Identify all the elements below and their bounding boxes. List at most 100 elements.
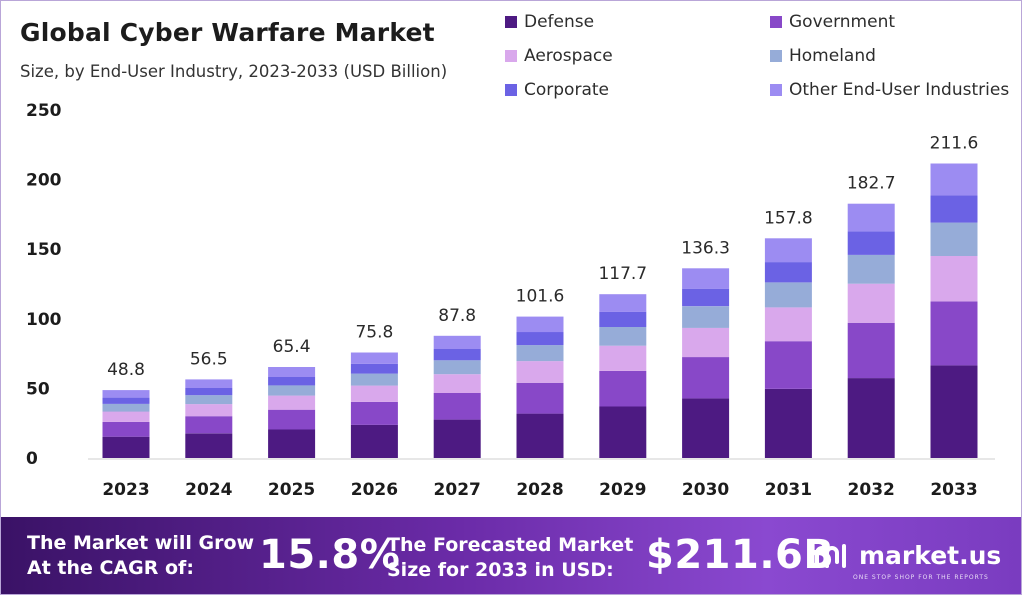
legend-label: Other End-User Industries: [789, 80, 1010, 100]
legend-swatch: [770, 50, 782, 62]
legend-item: Homeland: [770, 45, 876, 67]
x-tick-label: 2027: [434, 480, 481, 500]
x-tick-label: 2031: [765, 480, 812, 500]
bar-segment: [847, 231, 895, 255]
bar-segment: [930, 365, 978, 458]
brand-logo[interactable]: market.us: [813, 537, 1001, 573]
brand-tagline: ONE STOP SHOP FOR THE REPORTS: [853, 574, 989, 581]
forecast-size-label-line1: The Forecasted Market: [387, 534, 634, 556]
bar-segment: [102, 390, 150, 398]
x-tick-label: 2030: [682, 480, 729, 500]
bar-segment: [764, 262, 812, 283]
data-label: 182.7: [847, 174, 896, 194]
bar-segment: [930, 256, 978, 302]
bar-segment: [350, 424, 398, 458]
bar-segment: [516, 382, 564, 414]
bar-segment: [102, 397, 150, 404]
x-tick-label: 2024: [185, 480, 232, 500]
chart-title: Global Cyber Warfare Market: [20, 18, 435, 47]
bar-segment: [682, 327, 730, 357]
bar-segment: [599, 327, 647, 346]
bar-segment: [847, 322, 895, 379]
x-tick-label: 2032: [848, 480, 895, 500]
bar-segment: [764, 238, 812, 263]
data-label: 117.7: [598, 264, 647, 284]
bar-segment: [185, 379, 233, 388]
bar-segment: [102, 411, 150, 422]
bar-segment: [185, 404, 233, 417]
data-label: 87.8: [438, 306, 476, 326]
bar-segment: [433, 374, 481, 393]
data-label: 157.8: [764, 208, 813, 228]
data-label: 101.6: [516, 287, 565, 307]
bar-segment: [433, 360, 481, 375]
cagr-label-line2: At the CAGR of:: [27, 557, 194, 579]
bar-segment: [847, 283, 895, 323]
bar-segment: [433, 349, 481, 361]
bar-segment: [682, 268, 730, 289]
cagr-label: The Market will Grow At the CAGR of:: [27, 531, 254, 581]
forecast-size-value: $211.6B: [646, 532, 835, 578]
x-tick-label: 2026: [351, 480, 398, 500]
bar-segment: [516, 316, 564, 333]
bar-segment: [185, 388, 233, 396]
bar-segment: [764, 282, 812, 308]
bar-segment: [599, 345, 647, 371]
bar-segment: [599, 311, 647, 327]
y-tick-label: 200: [26, 171, 62, 191]
x-tick-label: 2028: [516, 480, 563, 500]
data-label: 136.3: [681, 238, 730, 258]
bar-segment: [516, 332, 564, 346]
bar-segment: [516, 345, 564, 362]
bar-segment: [516, 361, 564, 383]
bar-segment: [682, 288, 730, 307]
data-label: 56.5: [190, 349, 228, 369]
bar-segment: [847, 203, 895, 232]
bar-segment: [764, 341, 812, 389]
legend-swatch: [505, 50, 517, 62]
legend-label: Aerospace: [524, 46, 613, 66]
bar-segment: [599, 294, 647, 312]
bar-segment: [764, 307, 812, 342]
cagr-label-line1: The Market will Grow: [27, 532, 255, 554]
bar-segment: [102, 436, 150, 458]
bar-segment: [930, 222, 978, 256]
bar-segment: [930, 195, 978, 223]
legend-label: Defense: [524, 12, 595, 32]
legend-label: Government: [789, 12, 896, 32]
bar-segment: [433, 419, 481, 458]
x-tick-label: 2023: [102, 480, 149, 500]
y-tick-label: 250: [26, 101, 62, 121]
x-tick-label: 2029: [599, 480, 646, 500]
data-label: 48.8: [107, 360, 145, 380]
bar-segment: [682, 398, 730, 458]
bar-segment: [516, 413, 564, 458]
y-tick-label: 100: [26, 310, 62, 330]
bar-segment: [599, 406, 647, 458]
bar-segment: [433, 335, 481, 349]
legend-swatch: [770, 16, 782, 28]
bar-segment: [350, 401, 398, 425]
bar-segment: [350, 373, 398, 386]
bar-segment: [268, 429, 316, 458]
legend-swatch: [505, 84, 517, 96]
y-tick-label: 0: [26, 449, 38, 469]
bar-segment: [764, 389, 812, 458]
legend-item: Government: [770, 11, 895, 33]
bar-segment: [102, 403, 150, 412]
legend-label: Homeland: [789, 46, 876, 66]
bar-segment: [599, 370, 647, 407]
bar-segment: [185, 433, 233, 458]
bar-segment: [350, 352, 398, 364]
cagr-value: 15.8%: [259, 532, 401, 578]
bar-segment: [350, 363, 398, 374]
legend-label: Corporate: [524, 80, 609, 100]
bar-segment: [268, 377, 316, 386]
stacked-bar-chart: 0 50 100 150 200 250 48.8 2023 56.5 2024 65.4 2025 7…: [26, 101, 995, 500]
bar-segment: [102, 421, 150, 437]
bar-segment: [682, 306, 730, 328]
bar-segment: [847, 378, 895, 458]
data-label: 211.6: [930, 134, 979, 154]
legend-item: Aerospace: [505, 45, 613, 67]
bar-segment: [930, 163, 978, 196]
